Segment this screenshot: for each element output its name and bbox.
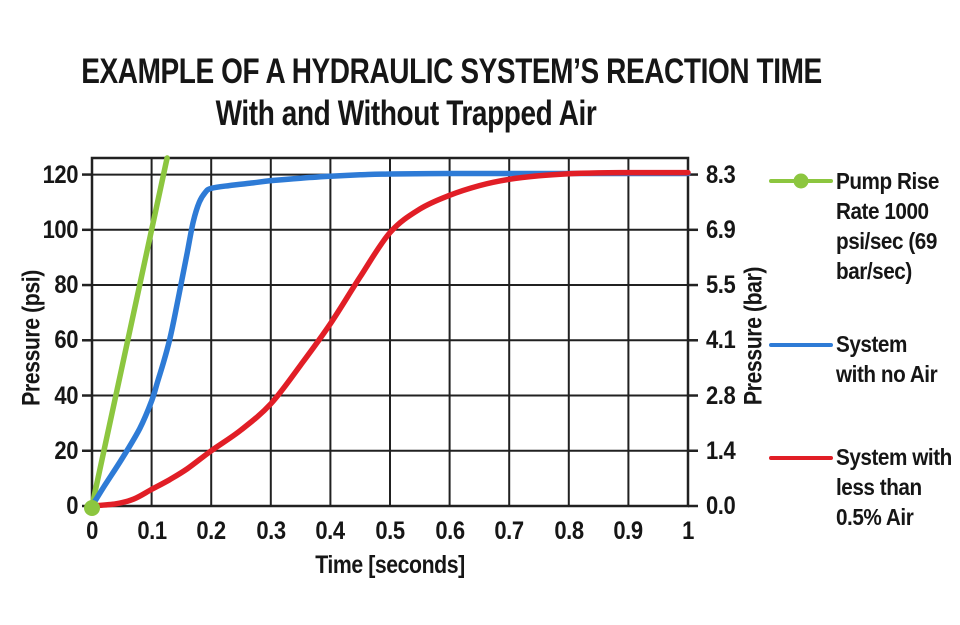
series-origin-marker-pump-rise-rate-1000-psi-sec-69-bar-sec xyxy=(84,500,100,516)
y-right-tick-label: 1.4 xyxy=(706,436,736,465)
y-left-tick-label: 60 xyxy=(54,326,78,355)
x-axis-label: Time [seconds] xyxy=(315,551,465,579)
legend-swatch-system-with-air xyxy=(769,456,833,460)
x-tick-label: 0.9 xyxy=(613,517,644,545)
plot-frame xyxy=(90,156,690,508)
y-left-tick-label: 100 xyxy=(42,215,79,244)
series-line-system-with-no-air xyxy=(89,170,691,509)
y-right-tick-label: 5.5 xyxy=(706,271,736,300)
legend-swatch-pump-rise xyxy=(769,173,833,189)
y-left-tick-label: 80 xyxy=(54,271,78,300)
x-tick-label: 0.2 xyxy=(196,517,227,545)
x-tick-label: 0.3 xyxy=(256,517,286,545)
legend-circle-marker-icon xyxy=(793,173,809,189)
x-tick-label: 0.1 xyxy=(136,517,167,545)
series-line-pump-rise-rate-1000-psi-sec-69-bar-sec xyxy=(89,155,170,509)
x-tick-label: 0.4 xyxy=(315,517,346,545)
x-tick-label: 0.8 xyxy=(554,517,584,545)
x-tick-label: 0.6 xyxy=(434,517,465,545)
y-right-tick-label: 6.9 xyxy=(706,215,736,244)
chart-title: EXAMPLE OF A HYDRAULIC SYSTEM’S REACTION… xyxy=(81,52,822,91)
y-right-tick-label: 8.3 xyxy=(706,160,736,189)
legend-label-pump-rise: Pump Rise Rate 1000 psi/sec (69 bar/sec) xyxy=(836,168,939,284)
y-right-tick-label: 2.8 xyxy=(706,381,736,410)
y-axis-left-label: Pressure (psi) xyxy=(17,270,46,406)
y-right-tick-label: 0.0 xyxy=(706,492,736,520)
legend-swatch-system-no-air xyxy=(769,343,833,347)
legend-label-system-no-air: System with no Air xyxy=(836,331,938,387)
x-tick-label: 0 xyxy=(86,517,98,545)
series-line-system-with-less-than-0-5-air xyxy=(89,169,691,509)
x-tick-label: 0.7 xyxy=(494,517,525,545)
y-left-tick-label: 120 xyxy=(42,160,79,189)
y-axis-right-label: Pressure (bar) xyxy=(739,266,768,406)
x-tick-label: 1 xyxy=(682,517,694,545)
chart-subtitle: With and Without Trapped Air xyxy=(215,94,597,133)
y-left-tick-label: 20 xyxy=(54,436,78,465)
legend-label-system-with-air: System with less than 0.5% Air xyxy=(836,444,952,530)
y-left-tick-label: 40 xyxy=(54,381,78,410)
x-tick-label: 0.5 xyxy=(375,517,405,545)
y-left-tick-label: 0 xyxy=(66,492,78,520)
y-right-tick-label: 4.1 xyxy=(706,326,736,355)
